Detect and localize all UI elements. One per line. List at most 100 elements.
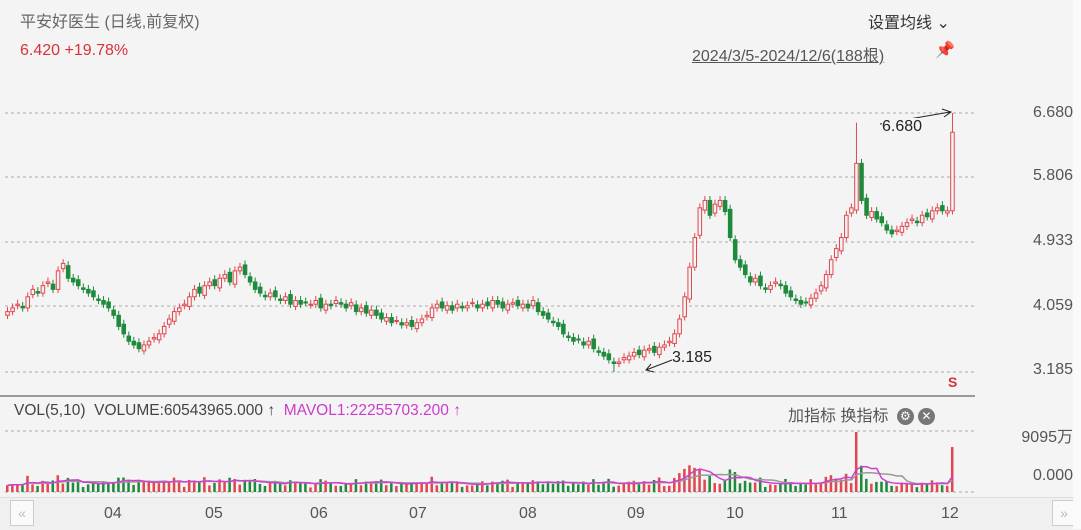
candle-body [202, 285, 207, 296]
candle-body [480, 303, 485, 309]
volume-bar [385, 485, 388, 492]
volume-bar [455, 481, 459, 492]
volume-bar [132, 484, 135, 492]
volume-bar [203, 477, 206, 492]
candle-body [419, 318, 425, 324]
volume-bar [450, 481, 454, 492]
add-indicator-button[interactable]: 加指标 [788, 408, 837, 425]
volume-bar [763, 486, 767, 492]
volume-bar [647, 484, 651, 492]
candle-body [803, 301, 809, 304]
volume-bar [890, 485, 893, 492]
volume-bar [582, 481, 585, 492]
volume-bar [268, 483, 272, 492]
volume-bar [824, 476, 828, 492]
candle-body [717, 199, 723, 207]
candle-body [778, 283, 783, 287]
volume-bar [86, 484, 90, 492]
candle-body [636, 349, 642, 356]
candle-body [839, 236, 844, 252]
gear-icon[interactable]: ⚙ [896, 408, 914, 426]
volume-bar [359, 485, 363, 492]
volume-bar [187, 479, 191, 492]
candle-body [40, 285, 46, 294]
candle-body [753, 277, 758, 283]
volume-bar [511, 486, 514, 492]
candle-body [252, 281, 258, 290]
candle-body [70, 277, 76, 283]
volume-bar [400, 483, 403, 492]
volume-legend: VOL(5,10) VOLUME:60543965.000 ↑ MAVOL1:2… [14, 402, 461, 420]
candle-body [288, 294, 293, 305]
candle-body [449, 305, 455, 311]
volume-bar [294, 481, 297, 492]
candle-body [823, 274, 829, 289]
pin-icon[interactable]: 📌 [935, 42, 955, 59]
volume-bar [516, 483, 519, 492]
volume-bar [784, 478, 787, 492]
ma-settings-dropdown[interactable]: 设置均线 ⌄ [868, 15, 950, 32]
signal-s-icon[interactable]: S [948, 374, 958, 390]
candle-body [490, 299, 495, 309]
candle-body [808, 297, 814, 306]
candle-body [308, 303, 313, 306]
candle-body [748, 276, 753, 283]
candle-body [687, 266, 692, 300]
candle-body [444, 305, 450, 311]
scroll-left-button[interactable]: « [10, 500, 34, 526]
candle-body [591, 338, 596, 350]
candle-body [828, 259, 834, 276]
candle-body [950, 131, 955, 212]
volume-bar [607, 478, 610, 492]
volume-bar [870, 483, 873, 492]
candle-body [35, 291, 41, 294]
mavol1-line [7, 465, 954, 486]
candle-body [783, 285, 788, 294]
volume-bar [667, 485, 671, 492]
candle-body [298, 299, 303, 305]
candle-body [818, 285, 824, 292]
candle-body [60, 262, 66, 270]
volume-bar [96, 483, 100, 492]
volume-bar [36, 485, 39, 492]
candle-body [561, 323, 566, 335]
candle-body [81, 287, 86, 290]
volume-bar [930, 480, 934, 492]
volume-bar [769, 484, 772, 492]
candle-body [247, 276, 253, 283]
volume-bar [880, 481, 883, 492]
volume-bar [147, 481, 151, 492]
volume-bar [556, 481, 560, 492]
volume-bar [233, 478, 236, 492]
x-tick: 08 [519, 505, 537, 522]
candle-body [30, 288, 36, 296]
candle-body [278, 298, 283, 301]
volume-bar [708, 476, 711, 492]
volume-bar [723, 480, 727, 492]
candle-body [384, 317, 389, 322]
pane-divider[interactable] [0, 395, 975, 397]
volume-bar [299, 482, 302, 492]
volume-bar [728, 469, 732, 492]
candlestick-chart[interactable] [0, 0, 1081, 500]
volume-bar [430, 476, 434, 492]
volume-bar [814, 484, 818, 492]
candle-body [682, 296, 687, 318]
volume-bar [622, 484, 626, 492]
candle-body [727, 208, 733, 238]
candle-body [465, 305, 470, 309]
volume-bar [440, 482, 444, 492]
candle-body [434, 303, 440, 309]
close-icon[interactable]: ✕ [917, 408, 935, 426]
volume-bar [11, 484, 14, 492]
volume-bar [789, 483, 792, 492]
candle-body [596, 350, 602, 353]
swap-indicator-button[interactable]: 换指标 [840, 408, 889, 425]
scrollbar[interactable] [1073, 0, 1081, 529]
date-range-link[interactable]: 2024/3/5-2024/12/6(188根) [692, 48, 885, 65]
candle-body [788, 290, 794, 298]
volume-bar [920, 482, 924, 492]
candle-body [515, 299, 521, 307]
vol-bottom-tick: 0.000 [1032, 467, 1073, 484]
volume-bar [112, 483, 115, 492]
